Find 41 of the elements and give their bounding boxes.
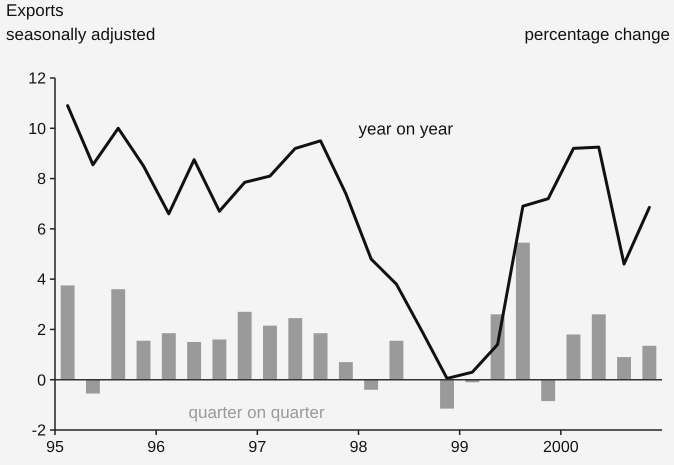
y-axis-title: percentage change	[524, 25, 670, 44]
y-tick-label: 2	[37, 322, 46, 340]
chart-title: Exports	[6, 1, 64, 20]
bar	[162, 333, 176, 380]
bar	[566, 334, 580, 380]
text: year on year	[358, 119, 454, 138]
bar	[263, 326, 277, 380]
bar	[642, 346, 656, 380]
bar	[314, 333, 328, 380]
bar	[516, 242, 530, 380]
bar	[60, 285, 75, 380]
y-tick-label: 12	[28, 70, 46, 88]
y-tick-label: 4	[37, 272, 46, 289]
bar	[288, 318, 302, 380]
bar	[238, 312, 252, 380]
line-series	[66, 104, 651, 380]
bar	[617, 357, 632, 380]
chart-subtitle: seasonally adjusted	[6, 25, 156, 44]
x-tick-label: 97	[248, 439, 266, 456]
y-tick-label: 10	[28, 120, 46, 138]
bar	[389, 340, 404, 380]
bar	[541, 380, 556, 402]
bar	[592, 314, 606, 380]
x-tick-label: 96	[147, 439, 166, 456]
x-tick-label: 98	[350, 439, 368, 456]
y-tick-label: 6	[37, 221, 46, 238]
bar	[136, 340, 150, 380]
y-tick-label: 8	[37, 171, 46, 188]
x-tick-label: 95	[46, 439, 64, 456]
bar	[86, 380, 100, 394]
x-tick-label: 99	[450, 439, 469, 456]
bar	[338, 362, 353, 380]
bar	[364, 380, 378, 390]
x-tick-label: 2000	[543, 439, 579, 456]
y-tick-label: -2	[32, 422, 46, 440]
bar	[111, 289, 126, 380]
series-label: quarter on quarter	[188, 403, 325, 422]
y-tick-label: 0	[37, 372, 46, 390]
bar	[440, 380, 454, 409]
bar	[212, 339, 226, 380]
bar	[187, 342, 202, 380]
